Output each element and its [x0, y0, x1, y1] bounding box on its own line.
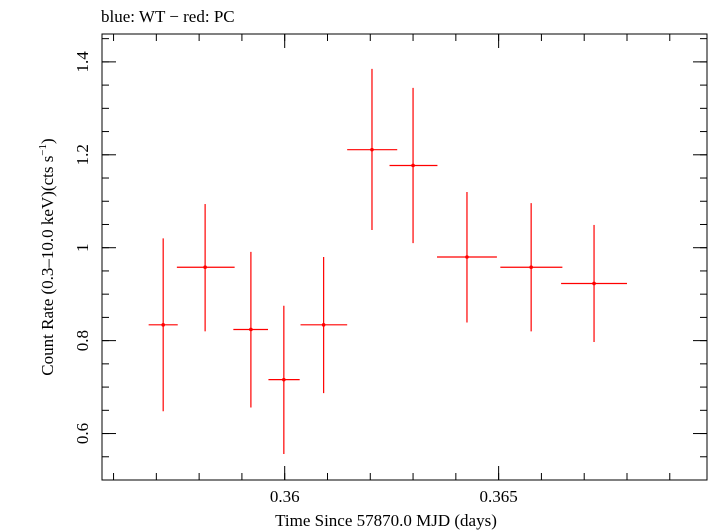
data-points	[148, 68, 627, 454]
y-tick-label: 0.6	[73, 423, 92, 444]
y-axis-ticks	[102, 38, 707, 481]
y-tick-label: 1.2	[73, 144, 92, 165]
x-axis-label: Time Since 57870.0 MJD (days)	[275, 511, 497, 530]
data-marker	[161, 323, 165, 327]
x-axis-ticks	[113, 34, 671, 480]
data-marker	[282, 377, 286, 382]
y-tick-label: 0.8	[73, 330, 92, 351]
data-point	[148, 238, 178, 412]
data-marker	[465, 255, 469, 259]
data-marker	[203, 265, 207, 270]
data-marker	[370, 147, 374, 152]
data-marker	[321, 323, 326, 327]
data-marker	[411, 163, 415, 168]
x-tick-label: 0.36	[270, 487, 300, 506]
data-point	[389, 87, 438, 244]
chart-title: blue: WT − red: PC	[101, 7, 235, 26]
y-axis-label-main: Count Rate (0.3–10.0 keV)(cts s	[38, 156, 57, 376]
plot-frame	[101, 33, 708, 481]
data-point	[347, 68, 398, 231]
y-axis-label-superscript: −1	[37, 144, 49, 156]
data-marker	[249, 327, 253, 332]
x-tick-label: 0.365	[480, 487, 518, 506]
data-point	[561, 224, 627, 343]
y-axis-label: Count Rate (0.3–10.0 keV)(cts s−1)	[37, 138, 57, 375]
y-axis-label-close: )	[38, 138, 57, 144]
data-point	[268, 305, 300, 454]
y-tick-label: 1.4	[73, 51, 92, 73]
y-tick-label: 1	[73, 243, 92, 252]
data-point	[300, 257, 348, 394]
x-axis-tick-labels: 0.36 0.365	[270, 487, 518, 506]
y-axis-tick-labels: 0.6 0.8 1 1.2 1.4	[73, 51, 92, 444]
data-marker	[592, 281, 596, 286]
data-point	[233, 251, 269, 408]
data-point	[437, 191, 497, 323]
data-marker	[529, 265, 533, 270]
data-point	[176, 204, 235, 332]
data-point	[500, 203, 563, 332]
